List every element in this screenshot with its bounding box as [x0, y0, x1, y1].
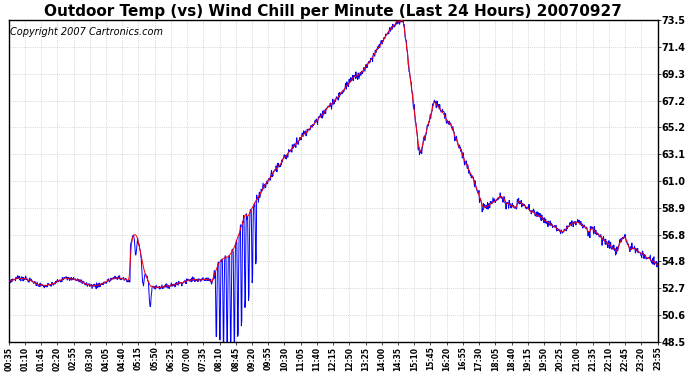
Title: Outdoor Temp (vs) Wind Chill per Minute (Last 24 Hours) 20070927: Outdoor Temp (vs) Wind Chill per Minute …: [44, 4, 622, 19]
Text: Copyright 2007 Cartronics.com: Copyright 2007 Cartronics.com: [10, 27, 163, 37]
